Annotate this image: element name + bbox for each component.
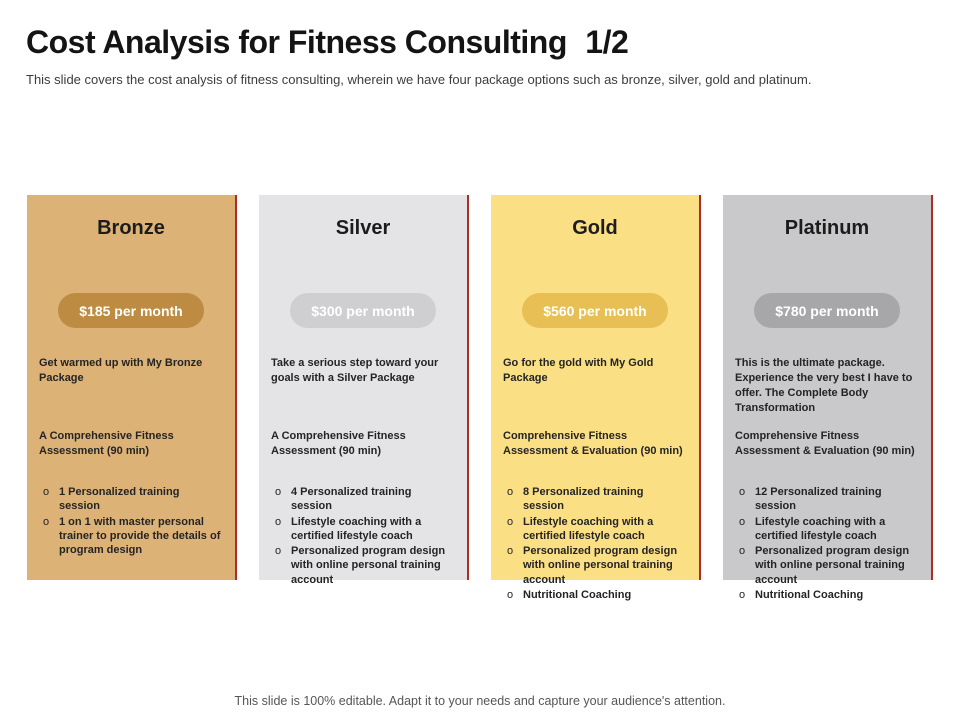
- package-price-pill: $780 per month: [754, 293, 900, 328]
- package-bullet: o Lifestyle coaching with a certified lif…: [739, 515, 919, 544]
- package-price-pill: $560 per month: [522, 293, 668, 328]
- package-price-pill: $185 per month: [58, 293, 204, 328]
- footer-note: This slide is 100% editable. Adapt it to…: [234, 694, 726, 708]
- package-bullets: o 4 Personalized training session o Lifesty…: [271, 485, 455, 587]
- bullet-marker: o: [43, 515, 50, 528]
- package-feature: Comprehensive Fitness Assessment & Evalu…: [503, 430, 683, 457]
- package-price-pill: $300 per month: [290, 293, 436, 328]
- bullet-marker: o: [739, 589, 746, 602]
- package-card-gold[interactable]: Gold $560 per month Go for the gold with…: [491, 195, 701, 601]
- bullet-text: Personalized program design with online …: [523, 545, 678, 586]
- bullet-text: 1 on 1 with master personal trainer to p…: [59, 515, 221, 557]
- package-bullet: o Nutritional Coaching: [739, 588, 919, 602]
- package-bullet: o 1 on 1 with master personal trainer to …: [43, 515, 223, 558]
- bullet-text: Lifestyle coaching with a certified life…: [755, 515, 886, 542]
- package-bullet: o 1 Personalized training session: [43, 485, 223, 514]
- package-card-platinum[interactable]: Platinum $780 per month This is the ulti…: [723, 195, 933, 601]
- package-bullet: o Personalized program design with online…: [275, 544, 455, 587]
- bullet-marker: o: [507, 589, 514, 602]
- package-name: Gold: [572, 217, 618, 239]
- package-bullets: o 12 Personalized training session o Lifest…: [735, 485, 919, 602]
- package-name: Platinum: [784, 217, 870, 239]
- bullet-text: Personalized program design with online …: [291, 545, 446, 586]
- package-feature: A Comprehensive Fitness Assessment (90 m…: [39, 430, 174, 457]
- package-bullets: o 1 Personalized training session o 1 on 1 …: [39, 485, 223, 557]
- package-card-silver[interactable]: Silver $300 per month Take a serious ste…: [259, 195, 469, 586]
- bullet-marker: o: [275, 515, 282, 528]
- bullet-marker: o: [275, 545, 282, 558]
- bullet-marker: o: [507, 515, 514, 528]
- bullet-text: Nutritional Coaching: [755, 589, 864, 602]
- page-indicator: 1/2: [585, 24, 629, 60]
- package-bullet: o 8 Personalized training session: [507, 485, 687, 514]
- package-bullets: o 8 Personalized training session o Lifesty…: [503, 485, 687, 602]
- bullet-marker: o: [275, 486, 282, 498]
- package-card-bronze[interactable]: Bronze $185 per month Get warmed up with…: [27, 195, 237, 580]
- bullet-marker: o: [739, 545, 746, 558]
- bullet-marker: o: [43, 486, 50, 498]
- bullet-marker: o: [739, 486, 746, 498]
- package-cards: Bronze $185 per month Get warmed up with…: [27, 195, 933, 601]
- bullet-text: Personalized program design with online …: [755, 545, 910, 586]
- bullet-text: Lifestyle coaching with a certified life…: [291, 515, 422, 542]
- package-feature: A Comprehensive Fitness Assessment (90 m…: [271, 430, 406, 457]
- page-title: Cost Analysis for Fitness Consulting 1/2: [26, 24, 932, 61]
- package-bullet: o 4 Personalized training session: [275, 485, 455, 514]
- bullet-text: 12 Personalized training session: [755, 486, 882, 513]
- package-description: Get warmed up with My Bronze Package: [39, 357, 203, 384]
- package-bullet: o 12 Personalized training session: [739, 485, 919, 514]
- package-bullet: o Lifestyle coaching with a certified lif…: [275, 515, 455, 544]
- package-description: Take a serious step toward your goals wi…: [271, 357, 439, 384]
- package-feature: Comprehensive Fitness Assessment & Evalu…: [735, 430, 915, 457]
- bullet-marker: o: [739, 515, 746, 528]
- package-name: Bronze: [97, 217, 165, 239]
- package-bullet: o Personalized program design with online…: [739, 544, 919, 587]
- bullet-text: Lifestyle coaching with a certified life…: [523, 515, 654, 542]
- bullet-text: 1 Personalized training session: [59, 486, 180, 513]
- package-description: This is the ultimate package. Experience…: [735, 357, 913, 414]
- bullet-marker: o: [507, 545, 514, 558]
- slide-subtitle: This slide covers the cost analysis of f…: [26, 72, 812, 87]
- page-title-text: Cost Analysis for Fitness Consulting: [26, 24, 567, 60]
- slide-header: Cost Analysis for Fitness Consulting 1/2…: [0, 0, 960, 87]
- package-bullet: o Personalized program design with online…: [507, 544, 687, 587]
- bullet-text: Nutritional Coaching: [523, 589, 632, 602]
- package-bullet: o Lifestyle coaching with a certified lif…: [507, 515, 687, 544]
- package-description: Go for the gold with My Gold Package: [503, 357, 654, 384]
- package-name: Silver: [335, 217, 391, 239]
- bullet-text: 4 Personalized training session: [291, 486, 412, 513]
- package-bullet: o Nutritional Coaching: [507, 588, 687, 602]
- bullet-marker: o: [507, 486, 514, 498]
- bullet-text: 8 Personalized training session: [523, 486, 644, 513]
